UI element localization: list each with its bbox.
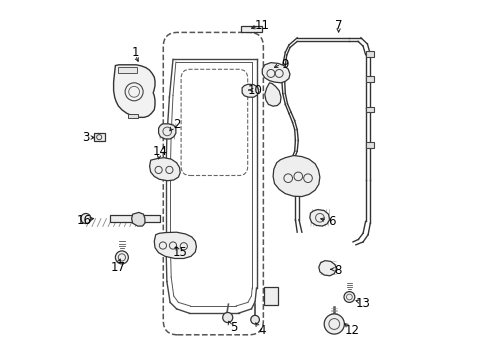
Text: 11: 11 xyxy=(255,19,270,32)
Polygon shape xyxy=(149,158,180,181)
Polygon shape xyxy=(154,232,196,258)
Text: 6: 6 xyxy=(328,215,335,228)
Bar xyxy=(264,287,278,305)
Bar xyxy=(366,142,373,148)
Circle shape xyxy=(116,251,128,264)
Polygon shape xyxy=(132,212,145,226)
Circle shape xyxy=(324,314,344,334)
Polygon shape xyxy=(310,210,330,226)
Text: 8: 8 xyxy=(334,264,342,277)
Circle shape xyxy=(344,292,355,302)
Text: 15: 15 xyxy=(173,246,188,259)
Bar xyxy=(366,76,373,82)
Polygon shape xyxy=(242,84,259,97)
Bar xyxy=(110,215,160,222)
Text: 17: 17 xyxy=(111,261,126,274)
Bar xyxy=(241,26,262,32)
Polygon shape xyxy=(319,261,337,276)
Bar xyxy=(366,107,373,112)
Polygon shape xyxy=(114,65,155,117)
Text: 5: 5 xyxy=(230,321,237,334)
Polygon shape xyxy=(265,83,281,106)
Text: 2: 2 xyxy=(173,118,180,131)
Text: 16: 16 xyxy=(76,214,91,227)
Text: 1: 1 xyxy=(131,46,139,59)
Polygon shape xyxy=(273,156,320,197)
Text: 3: 3 xyxy=(82,131,90,144)
Bar xyxy=(366,51,373,57)
Text: 13: 13 xyxy=(356,297,370,310)
Circle shape xyxy=(222,312,233,323)
Text: 7: 7 xyxy=(335,19,343,32)
Polygon shape xyxy=(262,63,290,83)
Bar xyxy=(118,67,137,73)
Text: 10: 10 xyxy=(247,84,263,97)
Text: 4: 4 xyxy=(259,324,266,337)
Text: 12: 12 xyxy=(345,324,360,337)
Polygon shape xyxy=(159,124,176,139)
Circle shape xyxy=(251,315,259,324)
Circle shape xyxy=(81,213,91,224)
Bar xyxy=(94,133,104,141)
Bar xyxy=(128,114,138,118)
Text: 9: 9 xyxy=(282,58,289,71)
Text: 14: 14 xyxy=(153,145,168,158)
